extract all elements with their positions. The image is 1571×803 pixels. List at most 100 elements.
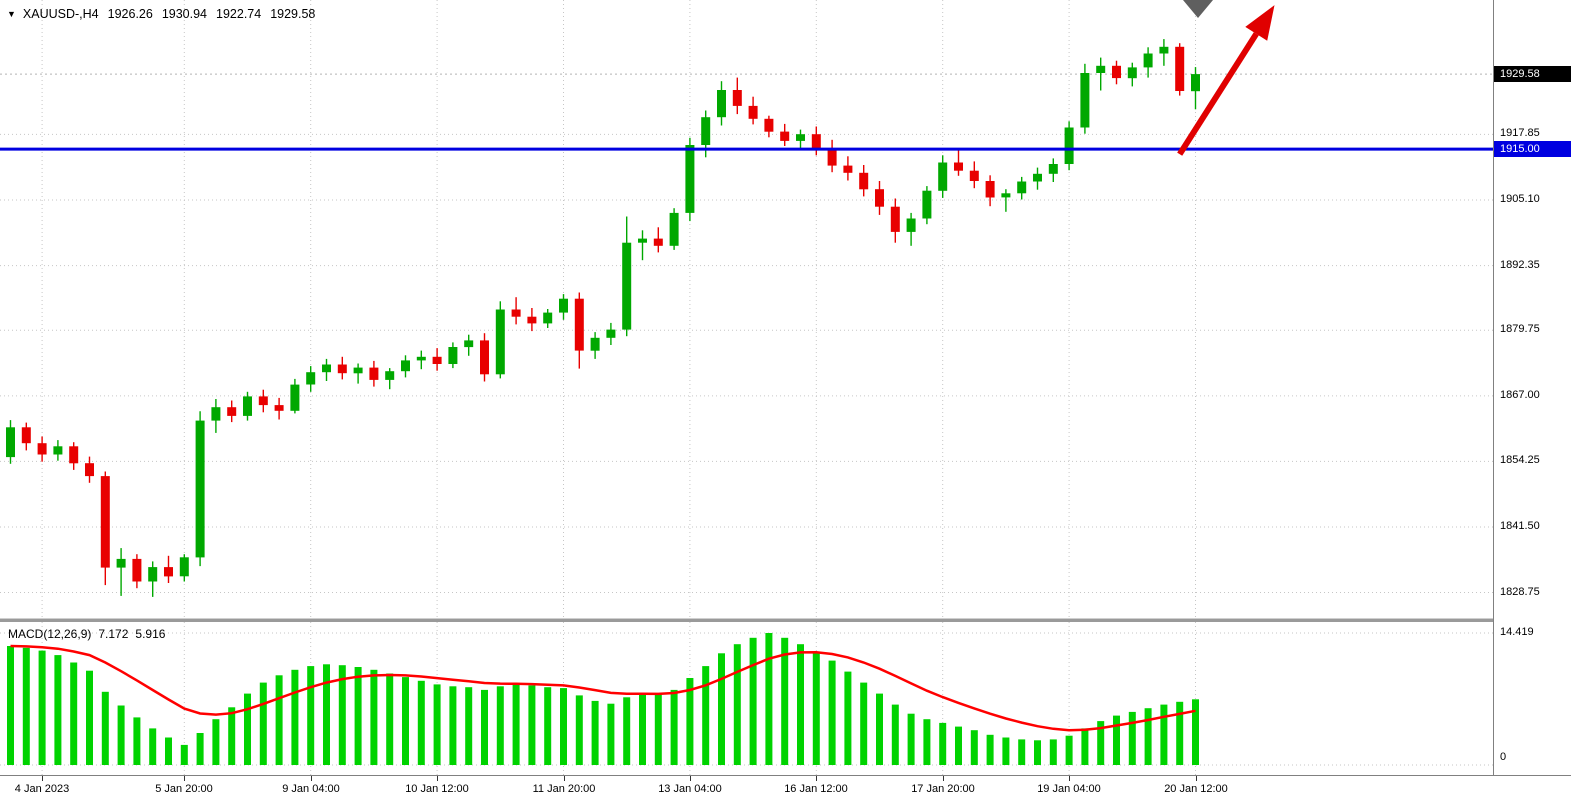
candle <box>1112 65 1121 79</box>
macd-histogram-bar <box>244 693 251 765</box>
candle <box>638 238 647 243</box>
candle <box>543 312 553 324</box>
candle <box>243 396 252 416</box>
candle <box>416 356 426 361</box>
candle <box>21 427 31 444</box>
current-price-badge: 1929.58 <box>1494 66 1571 82</box>
macd-histogram-bar <box>797 644 804 765</box>
time-tick <box>437 776 438 781</box>
macd-histogram-bar <box>860 682 868 765</box>
macd-histogram-bar <box>291 669 299 765</box>
price-tick-label: 1905.10 <box>1500 193 1540 205</box>
collapse-triangle-icon[interactable]: ▼ <box>7 8 16 19</box>
symbol-period-label: XAUUSD-,H4 <box>22 7 99 21</box>
time-axis[interactable]: 4 Jan 2023 5 Jan 20:00 9 Jan 04:00 10 Jan 1… <box>0 776 1571 803</box>
candle <box>574 298 584 351</box>
time-tick <box>943 776 944 781</box>
macd-histogram-bar <box>1192 699 1199 765</box>
candle <box>195 420 205 558</box>
price-axis[interactable]: 1917.85 1905.10 1892.35 1879.75 1867.00 1854.… <box>1493 0 1571 803</box>
macd-histogram-bar <box>1002 737 1010 765</box>
macd-histogram-bar <box>1160 704 1168 765</box>
low-value: 1922.74 <box>216 7 262 21</box>
macd-histogram-bar <box>718 653 725 765</box>
trend-arrow-line[interactable] <box>1177 32 1259 156</box>
macd-histogram-bar <box>607 703 615 765</box>
candle <box>258 396 268 406</box>
time-tick <box>690 776 691 781</box>
time-tick-label: 20 Jan 12:00 <box>1164 783 1228 795</box>
candle <box>85 463 94 477</box>
candle <box>148 567 158 582</box>
macd-histogram-bar <box>1176 701 1184 765</box>
macd-chart[interactable] <box>0 622 1493 775</box>
macd-histogram-bar <box>307 666 315 765</box>
candle <box>859 172 869 190</box>
macd-histogram-bar <box>733 644 741 765</box>
macd-histogram-bar <box>275 675 283 765</box>
candle <box>1175 46 1185 91</box>
candle <box>1033 173 1042 182</box>
price-tick-label: 1841.50 <box>1500 520 1540 532</box>
candle <box>653 238 663 246</box>
price-tick-label: 1854.25 <box>1500 454 1540 466</box>
time-tick-label: 4 Jan 2023 <box>14 783 70 795</box>
macd-histogram-bar <box>101 691 109 765</box>
candle <box>1127 67 1137 79</box>
candle <box>337 364 347 374</box>
candle <box>796 134 805 141</box>
macd-histogram-bar <box>196 733 204 765</box>
candle <box>701 117 711 145</box>
close-value: 1929.58 <box>270 7 316 21</box>
candle <box>1191 74 1200 92</box>
candle <box>1001 193 1011 198</box>
macd-histogram-bar <box>891 704 899 765</box>
candle <box>622 242 632 330</box>
macd-axis-zero-label: 0 <box>1500 751 1507 763</box>
time-tick <box>42 776 43 781</box>
candle <box>811 134 821 149</box>
macd-histogram-bar <box>702 666 710 765</box>
price-tick-label: 1828.75 <box>1500 586 1540 598</box>
candle <box>385 371 395 380</box>
open-value: 1926.26 <box>107 7 153 21</box>
macd-histogram-bar <box>1081 728 1089 765</box>
candle <box>290 384 300 411</box>
macd-histogram-bar <box>876 693 883 765</box>
macd-histogram-bar <box>828 660 836 765</box>
pane-resize-handle[interactable] <box>0 618 1571 622</box>
macd-histogram-bar <box>1097 721 1105 765</box>
candle <box>1096 65 1106 73</box>
candle <box>37 443 47 455</box>
macd-histogram-bar <box>939 722 947 765</box>
candle <box>1080 73 1090 128</box>
macd-signal-line <box>10 644 1196 732</box>
macd-histogram-bar <box>22 647 30 765</box>
macd-histogram-bar <box>386 673 394 765</box>
macd-histogram-bar <box>323 664 330 765</box>
candle <box>369 367 379 380</box>
macd-histogram-bar <box>465 687 473 765</box>
macd-histogram-bar <box>1128 711 1136 765</box>
time-tick-label: 9 Jan 04:00 <box>282 783 340 795</box>
candle <box>843 165 853 173</box>
macd-histogram-bar <box>212 719 220 765</box>
price-chart[interactable] <box>0 0 1493 618</box>
macd-histogram-bar <box>781 637 789 765</box>
hline-price-badge: 1915.00 <box>1494 141 1571 157</box>
macd-histogram-bar <box>165 737 172 765</box>
macd-indicator-label: MACD(12,26,9) 7.172 5.916 <box>8 627 165 641</box>
macd-histogram-bar <box>907 713 915 765</box>
macd-signal-value: 5.916 <box>135 627 166 641</box>
macd-histogram-bar <box>70 662 78 765</box>
candle <box>6 427 15 458</box>
candle <box>448 347 458 364</box>
time-tick <box>816 776 817 781</box>
candle <box>590 337 600 351</box>
macd-histogram-bar <box>133 717 141 765</box>
candle <box>732 90 742 106</box>
candle <box>1143 53 1153 68</box>
trend-arrow-head[interactable] <box>1245 5 1275 41</box>
chart-ohlc-header: ▼ XAUUSD-,H4 1926.26 1930.94 1922.74 192… <box>7 7 315 21</box>
macd-histogram-bar <box>765 633 773 765</box>
